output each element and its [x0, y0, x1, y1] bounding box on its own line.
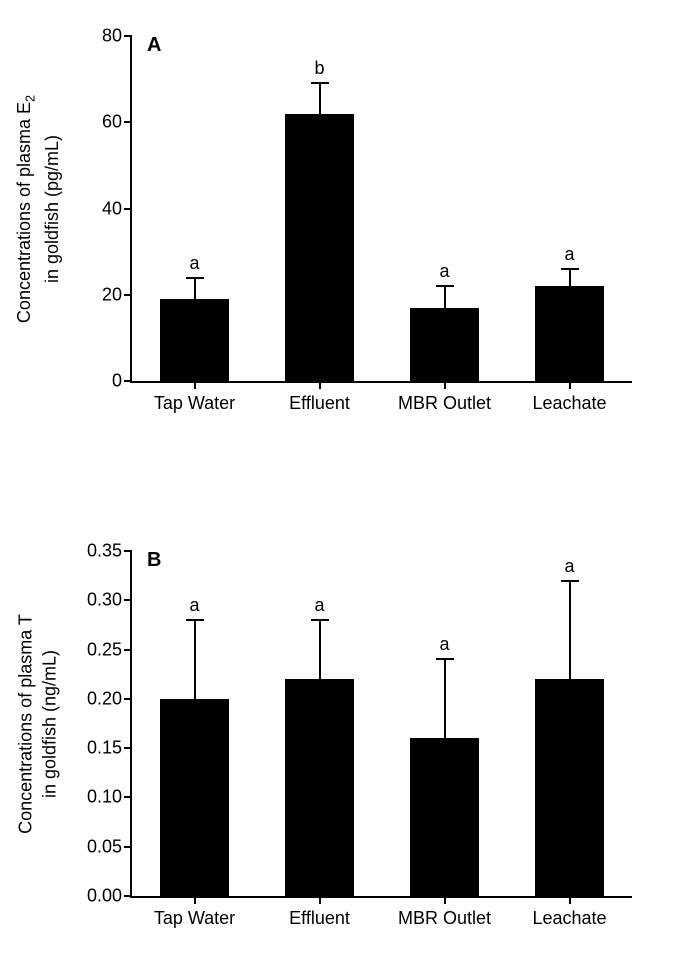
xtick-label: Effluent: [289, 381, 350, 414]
errorbar-cap: [436, 658, 454, 660]
xtick-label: Tap Water: [154, 896, 235, 929]
errorbar-cap: [186, 277, 204, 279]
errorbar: [444, 659, 446, 738]
ytick-label: 40: [102, 198, 132, 219]
ytick-label: 0.15: [87, 738, 132, 759]
figure-container: 0 20 40 60 80 Tap Water a Effluent b MBR Outlet a L…: [0, 0, 686, 969]
significance-label: a: [189, 253, 199, 274]
plot-area-B: 0.000.050.100.150.200.250.300.35Tap Wate…: [130, 551, 632, 898]
xtick-label: MBR Outlet: [398, 896, 491, 929]
errorbar: [444, 286, 446, 308]
ytick-label: 0.10: [87, 787, 132, 808]
bar: [535, 679, 604, 896]
bar: [410, 738, 479, 896]
errorbar-cap: [561, 268, 579, 270]
errorbar-cap: [311, 82, 329, 84]
significance-label: a: [314, 595, 324, 616]
ytick-label: 80: [102, 26, 132, 47]
errorbar: [194, 278, 196, 300]
xtick-label: MBR Outlet: [398, 381, 491, 414]
significance-label: a: [564, 556, 574, 577]
panel-letter: B: [147, 549, 161, 572]
significance-label: a: [564, 244, 574, 265]
errorbar: [319, 620, 321, 679]
bar: [160, 299, 229, 381]
ytick-label: 0.05: [87, 836, 132, 857]
xtick-label: Leachate: [532, 896, 606, 929]
bar: [160, 699, 229, 896]
panel-B: 0.00 0.05 0.10 0.15 0.20 0.25 0.30 0.35 Tap Wate…: [0, 535, 686, 956]
significance-label: a: [439, 634, 449, 655]
errorbar-cap: [311, 619, 329, 621]
y-axis-label: Concentrations of plasma E2in goldfish (…: [12, 94, 64, 322]
significance-label: a: [189, 595, 199, 616]
plot-area-A: 020406080Tap WateraEffluentbMBR OutletaL…: [130, 36, 632, 383]
xtick-label: Tap Water: [154, 381, 235, 414]
ytick-label: 0: [112, 371, 132, 392]
ytick-label: 0.25: [87, 639, 132, 660]
ytick-label: 0.30: [87, 590, 132, 611]
ytick-label: 0.35: [87, 541, 132, 562]
bar: [285, 114, 354, 381]
errorbar-cap: [561, 580, 579, 582]
bar: [285, 679, 354, 896]
errorbar: [319, 83, 321, 113]
significance-label: b: [314, 58, 324, 79]
xtick-label: Effluent: [289, 896, 350, 929]
bar: [535, 286, 604, 381]
errorbar-cap: [436, 285, 454, 287]
ytick-label: 0.20: [87, 688, 132, 709]
y-axis-label: Concentrations of plasma Tin goldfish (n…: [14, 614, 63, 834]
panel-A: 0 20 40 60 80 Tap Water a Effluent b MBR Outlet a L…: [0, 20, 686, 441]
ytick-label: 0.00: [87, 886, 132, 907]
xtick-label: Leachate: [532, 381, 606, 414]
ytick-label: 60: [102, 112, 132, 133]
errorbar-cap: [186, 619, 204, 621]
errorbar: [569, 581, 571, 680]
panel-letter: A: [147, 34, 161, 57]
errorbar: [194, 620, 196, 699]
significance-label: a: [439, 261, 449, 282]
ytick-label: 20: [102, 284, 132, 305]
errorbar: [569, 269, 571, 286]
bar: [410, 308, 479, 381]
